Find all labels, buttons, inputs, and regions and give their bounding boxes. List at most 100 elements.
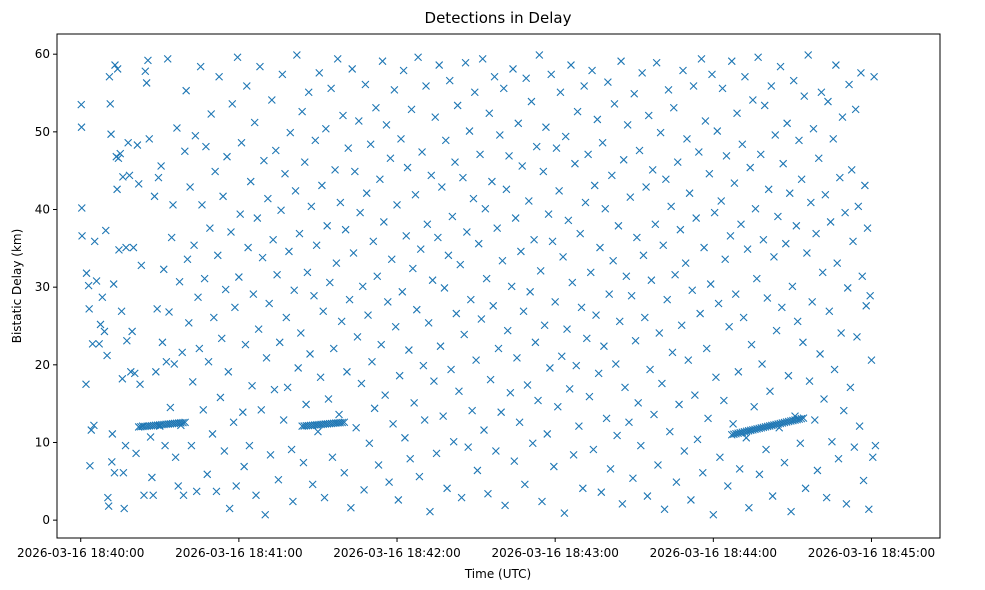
scatter-point [534, 396, 542, 405]
scatter-point [814, 154, 823, 163]
scatter-point [514, 119, 523, 128]
scatter-point [140, 491, 148, 500]
scatter-point [499, 84, 508, 93]
scatter-point [770, 252, 778, 261]
scatter-point [379, 218, 388, 226]
scatter-point [693, 435, 702, 444]
scatter-point [829, 134, 838, 143]
scatter-point [613, 431, 622, 440]
scatter-point [841, 208, 849, 217]
scatter-point [864, 505, 873, 514]
scatter-point [298, 107, 307, 116]
scatter-point [366, 140, 375, 149]
scatter-point [125, 171, 134, 180]
scatter-point [850, 443, 859, 452]
scatter-point [837, 329, 846, 337]
scatter-point [535, 51, 544, 59]
scatter-point [627, 291, 636, 300]
scatter-point [474, 239, 483, 248]
scatter-point [638, 68, 647, 77]
scatter-point [368, 357, 376, 366]
scatter-point [100, 327, 109, 336]
scatter-point [96, 320, 105, 329]
scatter-point [398, 287, 407, 296]
scatter-point [615, 317, 624, 326]
scatter-point [182, 86, 191, 95]
scatter-point [816, 350, 824, 358]
scatter-point [327, 84, 336, 93]
scatter-point [561, 132, 570, 141]
scatter-point [119, 468, 128, 477]
scatter-point [606, 464, 615, 473]
scatter-point [792, 221, 801, 230]
scatter-point [585, 392, 594, 401]
scatter-point [151, 367, 160, 376]
scatter-point [764, 185, 773, 194]
scatter-point [82, 380, 90, 389]
scatter-point [785, 189, 794, 198]
scatter-point [501, 501, 509, 510]
scatter-point [203, 470, 212, 479]
scatter-point [428, 276, 437, 285]
scatter-point [150, 192, 159, 201]
scatter-point [447, 365, 455, 374]
scatter-point [784, 371, 793, 380]
scatter-point [626, 193, 635, 201]
scatter-point [812, 229, 821, 238]
scatter-point [311, 136, 320, 145]
scatter-point [783, 119, 792, 128]
scatter-point [701, 117, 710, 125]
scatter-point [416, 245, 425, 254]
scatter-point [286, 128, 295, 137]
scatter-point [469, 194, 478, 203]
scatter-point [111, 61, 119, 69]
y-axis-label: Bistatic Delay (km) [10, 229, 24, 344]
scatter-point [746, 163, 755, 172]
scatter-point [418, 148, 426, 156]
scatter-point [854, 202, 863, 211]
scatter-point [515, 418, 524, 427]
scatter-point [285, 247, 293, 256]
scatter-point [249, 290, 258, 299]
scatter-point [403, 163, 412, 172]
scatter-point [430, 377, 438, 386]
scatter-point [731, 290, 740, 299]
scatter-point [404, 346, 413, 354]
scatter-point [186, 183, 194, 191]
scatter-point [120, 504, 129, 513]
scatter-point [254, 325, 263, 333]
scatter-point [680, 447, 689, 455]
scatter-point [274, 475, 283, 484]
scatter-point [494, 344, 503, 353]
scatter-point [378, 57, 387, 66]
scatter-point [401, 433, 409, 442]
scatter-point [136, 380, 144, 389]
scatter-point [748, 96, 757, 104]
scatter-point [252, 491, 260, 500]
scatter-point [77, 100, 86, 109]
scatter-point [295, 229, 304, 238]
scatter-point [312, 241, 321, 250]
scatter-point [639, 251, 648, 260]
scatter-point [809, 124, 818, 133]
scatter-point [374, 461, 383, 469]
scatter-point [722, 152, 731, 160]
scatter-point [292, 51, 301, 59]
scatter-point [456, 260, 465, 269]
scatter-point [236, 210, 245, 219]
scatter-point [82, 269, 91, 278]
plot-area-frame [56, 33, 941, 539]
scatter-point [565, 385, 574, 393]
scatter-point [714, 299, 723, 308]
scatter-point [422, 82, 430, 90]
scatter-point [536, 266, 545, 275]
scatter-point [129, 243, 138, 252]
scatter-point [116, 149, 125, 158]
scatter-point [594, 369, 603, 378]
scatter-point [332, 259, 341, 267]
scatter-point [87, 426, 96, 434]
scatter-point [644, 111, 653, 120]
scatter-point [141, 67, 150, 76]
scatter-point [502, 185, 511, 194]
scatter-point [419, 361, 428, 370]
